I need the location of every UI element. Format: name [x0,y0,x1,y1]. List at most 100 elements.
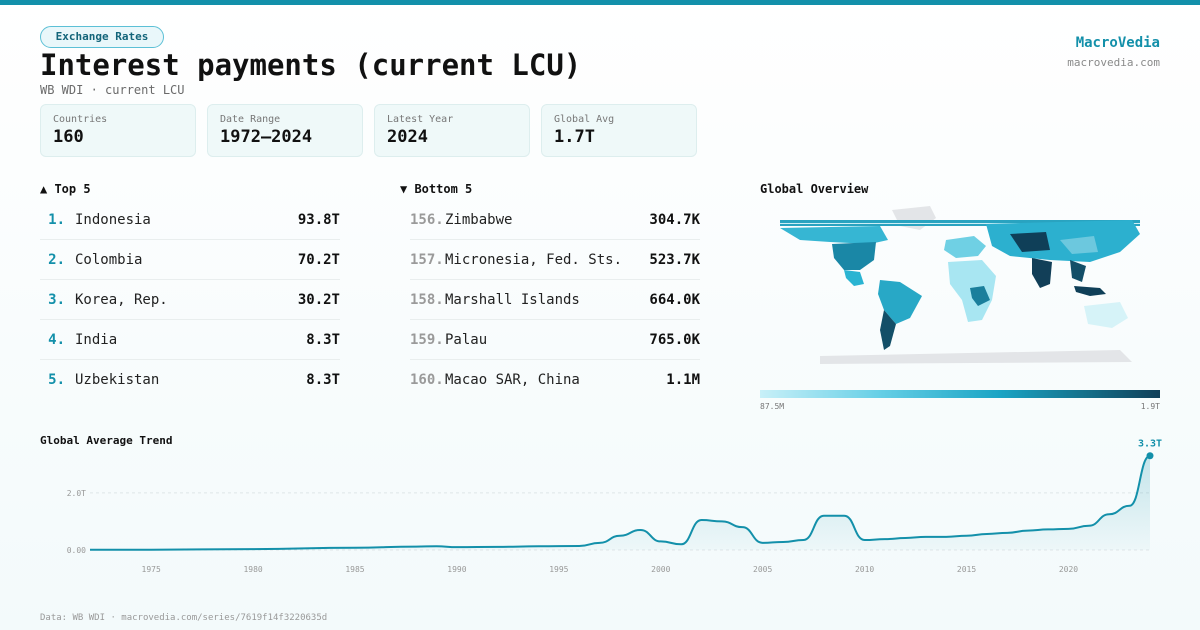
trend-point [905,537,906,538]
x-tick-label: 1980 [243,565,262,574]
trend-x-axis: 1975 1980 1985 1990 1995 2000 2005 2010 2015 2020 [142,565,1079,574]
list-item[interactable]: 158. Marshall Islands 664.0K [410,280,700,320]
stat-card-date-range: Date Range 1972–2024 [207,104,363,157]
brand-name[interactable]: MacroVedia [1075,35,1160,51]
trend-point [864,539,865,540]
south-america-shape [878,280,922,350]
trend-point [1129,505,1130,506]
trend-last-point[interactable] [1146,452,1154,460]
country-value: 8.3T [306,331,340,348]
australia-shape [1084,302,1128,328]
trend-point [946,536,947,537]
bottom5-heading: ▼ Bottom 5 [400,182,473,196]
trend-point [151,549,152,550]
trend-point [599,542,600,543]
trend-point [681,544,682,545]
trend-title: Global Average Trend [40,434,172,447]
list-item[interactable]: 1. Indonesia 93.8T [40,200,340,240]
list-item[interactable]: 156. Zimbabwe 304.7K [410,200,700,240]
country-value: 93.8T [297,211,340,228]
trend-last-value-label: 3.3T [1138,439,1162,450]
country-name: Palau [445,331,488,348]
trend-point [884,539,885,540]
stat-label: Date Range [220,114,281,125]
trend-point [823,515,824,516]
footer-source: Data: WB WDI · macrovedia.com/series/761… [40,613,328,623]
x-tick-label: 1995 [549,565,568,574]
trend-point [252,549,253,550]
bottom5-list: 156. Zimbabwe 304.7K 157. Micronesia, Fed. … [410,200,700,400]
trend-point [1027,530,1028,531]
list-item[interactable]: 5. Uzbekistan 8.3T [40,360,340,400]
top-accent-bar [0,0,1200,5]
country-name: Colombia [75,251,143,268]
rank-number: 4. [48,331,65,348]
trend-point [660,541,661,542]
x-tick-label: 1990 [447,565,466,574]
rank-number: 1. [48,211,65,228]
country-value: 765.0K [649,331,700,348]
map-heading: Global Overview [760,182,869,196]
category-badge[interactable]: Exchange Rates [40,26,164,48]
greenland-shape [892,206,936,230]
trend-point [803,539,804,540]
trend-point [456,547,457,548]
x-tick-label: 1985 [345,565,364,574]
rank-number: 5. [48,372,65,388]
country-name: Uzbekistan [75,372,160,388]
trend-point [640,529,641,530]
stat-value: 1.7T [554,127,595,147]
rank-number: 156. [410,211,444,228]
x-tick-label: 2005 [753,565,772,574]
trend-point [742,527,743,528]
legend-min-label: 87.5M [760,402,785,411]
trend-point [701,519,702,520]
list-item[interactable]: 157. Micronesia, Fed. Sts. 523.7K [410,240,700,280]
country-name: Indonesia [75,211,151,228]
brand-url[interactable]: macrovedia.com [1067,56,1160,69]
x-tick-label: 2015 [957,565,976,574]
rank-number: 3. [48,291,65,308]
trend-point [721,521,722,522]
trend-y-axis: 0.00 2.0T [67,489,86,555]
trend-point [762,542,763,543]
x-tick-label: 2000 [651,565,670,574]
trend-point [966,535,967,536]
rank-number: 159. [410,331,444,348]
country-name: Marshall Islands [445,291,580,308]
country-value: 1.1M [666,372,700,388]
rank-number: 2. [48,251,65,268]
list-item[interactable]: 4. India 8.3T [40,320,340,360]
trend-area [90,455,1150,550]
world-map[interactable] [760,200,1160,390]
trend-point [1109,514,1110,515]
asia-shape [986,220,1140,288]
stat-label: Global Avg [554,114,615,125]
antarctica-shape [820,350,1132,364]
page-subtitle: WB WDI · current LCU [40,83,185,97]
southeast-asia-shape [1074,286,1106,296]
africa-shape [948,260,996,322]
trend-point [538,546,539,547]
y-tick-label: 2.0T [67,489,86,498]
trend-chart: Global Average Trend 0.00 2.0T 1975 1980 19… [0,430,1200,600]
list-item[interactable]: 160. Macao SAR, China 1.1M [410,360,700,400]
trend-point [1007,532,1008,533]
stat-value: 160 [53,127,84,147]
legend-max-label: 1.9T [1140,402,1160,411]
country-value: 523.7K [649,251,700,268]
arctic-band-shape [780,220,1140,226]
list-item[interactable]: 3. Korea, Rep. 30.2T [40,280,340,320]
europe-shape [944,236,986,258]
trend-point [925,536,926,537]
country-value: 304.7K [649,211,700,228]
trend-point [619,535,620,536]
list-item[interactable]: 2. Colombia 70.2T [40,240,340,280]
trend-point [1047,529,1048,530]
country-value: 70.2T [297,251,340,268]
stat-card-global-avg: Global Avg 1.7T [541,104,697,157]
x-tick-label: 2010 [855,565,874,574]
list-item[interactable]: 159. Palau 765.0K [410,320,700,360]
country-name: Micronesia, Fed. Sts. [445,251,623,268]
top5-list: 1. Indonesia 93.8T 2. Colombia 70.2T 3. Korea… [40,200,340,400]
